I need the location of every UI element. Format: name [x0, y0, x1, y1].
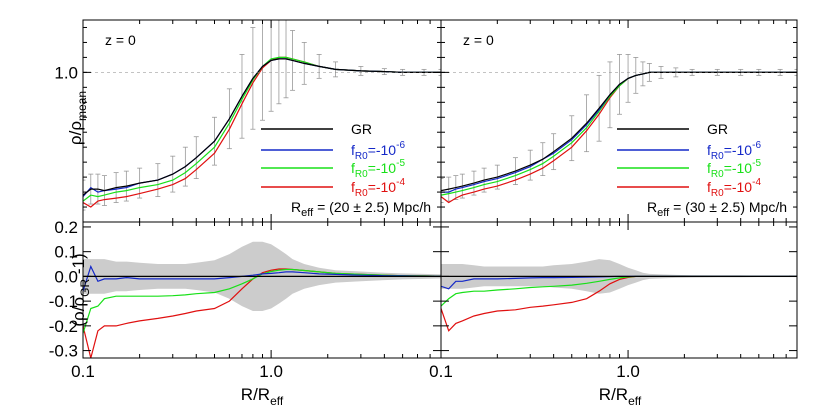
- bottom-y-tick-label-1: 0.1: [54, 243, 78, 262]
- profile-line-GR-0: [83, 58, 441, 196]
- frame-bottom-1: [440, 221, 798, 359]
- bottom-y-tick-label-4: -0.2: [49, 317, 78, 336]
- legend-label-GR-1: GR: [707, 121, 728, 137]
- reff-label-1: Reff = (30 ± 2.5) Mpc/h: [647, 199, 787, 219]
- legend-label-GR-0: GR: [351, 121, 372, 137]
- bottom-y-tick-label-5: -0.3: [49, 342, 78, 361]
- legend-label-fR5-1: fR0=-10-5: [707, 158, 761, 180]
- top-y-axis-label: ρ/ρmean: [66, 91, 89, 145]
- bottom-y-axis-label: (ρ/ρGR -1): [69, 253, 92, 326]
- bottom-y-tick-label-3: -0.1: [49, 292, 78, 311]
- x-axis-label-right: R/Reff: [599, 385, 642, 408]
- top-y-tick-label-0: 1.0: [54, 63, 78, 82]
- x-axis-label-left: R/Reff: [241, 385, 284, 408]
- legend-label-fR6-1: fR0=-10-6: [707, 140, 761, 162]
- top-plot-0: [83, 20, 441, 211]
- redshift-label-1: z = 0: [463, 32, 494, 48]
- bottom-y-tick-label-0: 0.2: [54, 218, 78, 237]
- bottom-y-tick-label-2: 0.0: [54, 267, 78, 286]
- redshift-label-0: z = 0: [105, 32, 136, 48]
- legend-label-fR4-0: fR0=-10-4: [351, 177, 405, 199]
- reff-label-0: Reff = (20 ± 2.5) Mpc/h: [291, 199, 431, 219]
- legend-label-fR4-1: fR0=-10-4: [707, 177, 761, 199]
- x-tick-label-0-0: 0.1: [71, 362, 95, 381]
- panels-layer: 0.1 1.0 z = 0 Reff = (20 ± 2.5) Mpc/h GR fR0=…: [49, 19, 798, 381]
- x-tick-label-0-1: 1.0: [259, 362, 283, 381]
- legend-label-fR6-0: fR0=-10-6: [351, 140, 405, 162]
- profile-line-fR5-1: [441, 71, 797, 196]
- top-plot-1: [441, 54, 797, 204]
- profile-line-GR-1: [441, 71, 797, 192]
- bottom-plot-1: [441, 259, 797, 332]
- bottom-plot-0: [83, 241, 441, 358]
- legend-label-fR5-0: fR0=-10-5: [351, 158, 405, 180]
- x-tick-label-1-0: 0.1: [429, 362, 453, 381]
- diff-line-fR5-0: [83, 268, 441, 334]
- x-tick-label-1-1: 1.0: [616, 362, 640, 381]
